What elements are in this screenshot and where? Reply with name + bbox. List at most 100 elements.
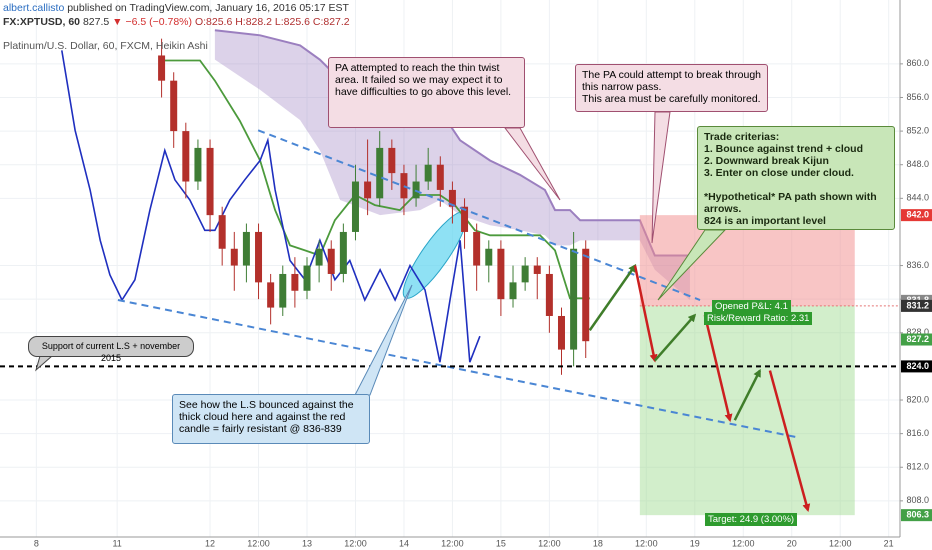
price-label: 842.0 (906, 210, 929, 220)
x-tick-label: 18 (593, 538, 603, 548)
x-tick-label: 14 (399, 538, 409, 548)
price-label-bg (901, 360, 932, 373)
x-tick-label: 11 (112, 538, 121, 548)
candle-body (291, 273, 299, 291)
ratio-label: Risk/Reward Ratio: 2.31 (704, 312, 813, 325)
candle-body (170, 80, 178, 132)
trendline (117, 299, 801, 439)
candle-body (497, 248, 505, 300)
x-tick-label: 12:00 (441, 538, 464, 548)
change: ▼ −6.5 (−0.78%) (112, 16, 193, 28)
candle-body (509, 282, 517, 300)
lagging-span (61, 50, 481, 363)
annotation: See how the L.S bounced against the thic… (172, 394, 370, 444)
candle-body (218, 215, 226, 249)
price-label-bg (901, 333, 932, 346)
candle-body (521, 265, 529, 283)
candle-body (448, 189, 456, 207)
x-tick-label: 12:00 (635, 538, 658, 548)
candle-body (255, 231, 263, 283)
annotation: PA attempted to reach the thin twist are… (328, 57, 525, 128)
path-arrow (768, 370, 811, 513)
candle-body (351, 181, 359, 232)
candle-body (194, 147, 202, 182)
y-tick-label: 856.0 (906, 92, 929, 102)
callout-tail (503, 127, 561, 201)
price-axis (900, 0, 932, 550)
candle-body (557, 315, 565, 350)
x-tick-label: 12:00 (344, 538, 367, 548)
y-tick-label: 852.0 (906, 125, 929, 135)
path-arrow (703, 314, 733, 423)
x-tick-label: 12:00 (538, 538, 561, 548)
cloud-edge (214, 29, 690, 257)
candle-body (364, 181, 372, 199)
path-arrow (588, 263, 637, 331)
header-line: FX:XPTUSD, 60 827.5 ▼ −6.5 (−0.78%) O:82… (3, 16, 350, 28)
x-tick-label: 12:00 (829, 538, 852, 548)
published: published on TradingView.com, January 16… (67, 2, 349, 14)
candle-body (473, 231, 481, 266)
candle-body (315, 248, 323, 266)
candle-body (339, 231, 347, 274)
candle-body (424, 164, 432, 182)
y-tick-label: 848.0 (906, 159, 929, 169)
pnl-label: Opened P&L: 4.1 (712, 300, 791, 313)
x-tick-label: 15 (496, 538, 506, 548)
callout-tail (657, 229, 727, 301)
trendline (257, 129, 701, 301)
header-line: albert.callisto published on TradingView… (3, 2, 349, 14)
x-tick-label: 12:00 (247, 538, 270, 548)
x-tick-label: 12 (205, 538, 215, 548)
x-tick-label: 21 (884, 538, 894, 548)
target-label: Target: 24.9 (3.00%) (705, 513, 798, 526)
candle-body (242, 231, 250, 266)
y-tick-label: 836.0 (906, 260, 929, 270)
price-label: 831.2 (906, 300, 929, 310)
candle-body (182, 131, 190, 182)
candle-body (485, 248, 493, 266)
y-tick-label: 820.0 (906, 394, 929, 404)
candle-body (230, 248, 238, 266)
y-tick-label: 808.0 (906, 495, 929, 505)
price-label-bg (901, 209, 932, 222)
annotation: Support of current L.S + november 2015 (28, 336, 194, 363)
x-tick-label: 13 (302, 538, 312, 548)
symbol: FX:XPTUSD, 60 (3, 16, 81, 28)
candle-body (388, 147, 396, 174)
annotation: The PA could attempt to break through th… (575, 64, 768, 112)
price-label: 806.3 (906, 510, 929, 520)
callout-tail (35, 355, 54, 372)
candle-body (545, 273, 553, 316)
candle-body (158, 55, 166, 81)
y-tick-label: 828.0 (906, 327, 929, 337)
callout-tail (651, 111, 671, 244)
description: Platinum/U.S. Dollar, 60, FXCM, Heikin A… (3, 40, 208, 52)
candle-body (376, 147, 384, 199)
annotation: Trade criterias: 1. Bounce against trend… (697, 126, 895, 230)
candle-body (582, 248, 590, 342)
x-tick-label: 19 (690, 538, 700, 548)
last-price: 827.5 (82, 16, 110, 28)
author[interactable]: albert.callisto (3, 2, 65, 14)
x-tick-label: 12:00 (732, 538, 755, 548)
candle-body (303, 265, 311, 291)
y-tick-label: 844.0 (906, 193, 929, 203)
candle-body (436, 164, 444, 190)
candle-body (279, 273, 287, 308)
path-arrow (653, 313, 697, 362)
candle-body (461, 206, 469, 232)
y-tick-label: 816.0 (906, 428, 929, 438)
candle-body (206, 147, 214, 216)
x-tick-label: 8 (34, 538, 39, 548)
y-tick-label: 812.0 (906, 462, 929, 472)
price-label-bg (901, 299, 932, 312)
candle-body (267, 282, 275, 308)
path-arrow (633, 265, 658, 363)
candle-body (533, 265, 541, 274)
price-label: 824.0 (906, 361, 929, 371)
y-tick-label: 860.0 (906, 58, 929, 68)
ohlc: O:825.6 H:828.2 L:825.6 C:827.2 (194, 16, 350, 28)
x-tick-label: 20 (787, 538, 797, 548)
